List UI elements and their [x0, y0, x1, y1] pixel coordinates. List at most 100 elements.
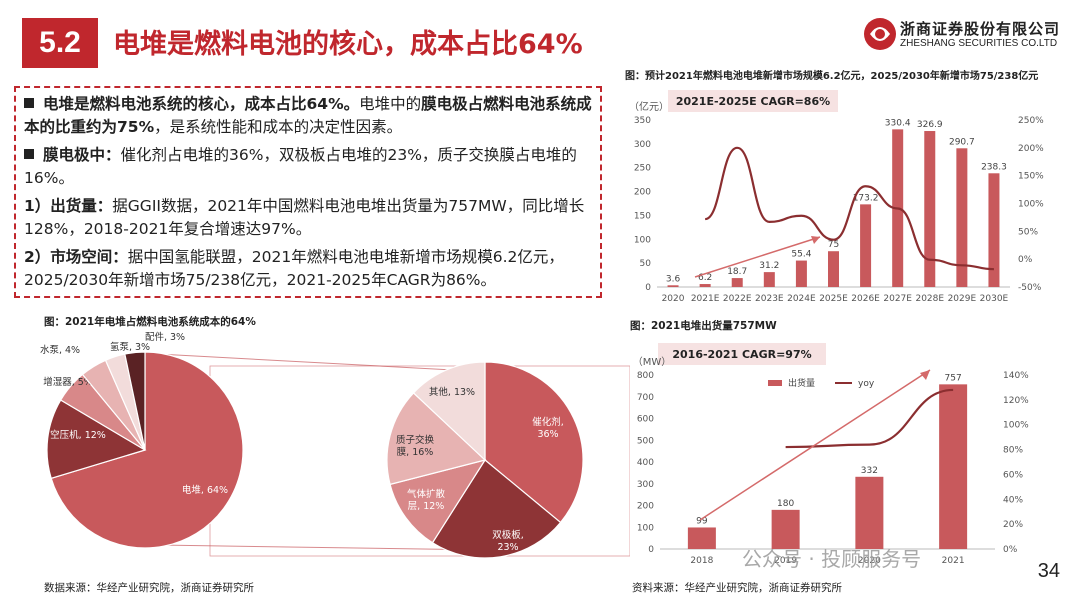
y-tick-label: 200 — [637, 502, 654, 512]
bullet-text-run: 2）市场空间： — [24, 248, 128, 266]
bar — [855, 476, 884, 549]
pie-slice-label: 双极板, — [492, 529, 524, 541]
y2-tick-label: 60% — [1003, 470, 1023, 480]
y-tick-label: 0 — [648, 545, 654, 555]
y2-tick-label: 50% — [1018, 227, 1038, 237]
y2-tick-label: 0% — [1018, 255, 1033, 265]
y-tick-label: 400 — [637, 458, 654, 468]
y-tick-label: 100 — [634, 235, 651, 245]
pie-chart-caption: 图：2021年电堆占燃料电池系统成本的64% — [44, 316, 256, 328]
pie-slice-label: 空压机, 12% — [50, 429, 106, 441]
bar-value-label: 99 — [696, 516, 708, 526]
pie-slice-label: 层, 12% — [408, 501, 445, 512]
pie-chart-source: 数据来源：华经产业研究院，浙商证券研究所 — [44, 582, 254, 594]
shipment-chart-caption: 图：2021电堆出货量757MW — [630, 320, 777, 332]
legend-label: 出货量 — [788, 377, 815, 389]
x-tick-label: 2026E — [851, 294, 880, 304]
bar-value-label: 326.9 — [917, 120, 943, 130]
y-tick-label: 150 — [634, 211, 651, 221]
bar — [988, 173, 1000, 287]
y-axis-title: （亿元） — [629, 100, 669, 113]
yoy-line — [704, 146, 994, 271]
bar-value-label: 31.2 — [759, 261, 779, 271]
x-tick-label: 2020 — [858, 556, 881, 566]
legend-bar-swatch — [768, 380, 782, 386]
slide-title: 电堆是燃料电池的核心，成本占比64% — [113, 29, 583, 60]
pie-slice — [389, 459, 487, 544]
y-tick-label: 100 — [637, 523, 654, 533]
pie-slice — [431, 459, 562, 559]
x-tick-label: 2022E — [723, 294, 752, 304]
y-tick-label: 50 — [640, 259, 652, 269]
trend-arrow — [699, 369, 931, 521]
bar-value-label: 3.6 — [666, 274, 681, 284]
y-tick-label: 600 — [637, 415, 654, 425]
trend-arrow-head-icon — [920, 370, 930, 380]
pie-slice — [46, 399, 147, 480]
bar-value-label: 6.2 — [698, 273, 712, 283]
wechat-watermark: 公众号 · 投顾服务号 — [742, 547, 922, 571]
y-tick-label: 300 — [634, 140, 651, 150]
pie-slice-label: 氢泵, 3% — [110, 341, 150, 353]
cost-pie-charts: 电堆, 64% 空压机, 12% 增湿器, 5% 水泵, 4% 氢泵, 3%配件, 3%… — [40, 331, 630, 559]
company-name-cn: 浙商证券股份有限公司 — [900, 20, 1061, 38]
bar — [956, 148, 968, 287]
y-tick-label: 300 — [637, 480, 654, 490]
pie-slice-label: 水泵, 4% — [40, 344, 80, 356]
x-tick-label: 2024E — [787, 294, 816, 304]
bullet-point: 2）市场空间：据中国氢能联盟，2021年燃料电池电堆新增市场规模6.2亿元，20… — [24, 246, 592, 292]
yoy-line — [785, 388, 954, 449]
y-tick-label: 800 — [637, 371, 654, 381]
bar-value-label: 290.7 — [949, 137, 975, 147]
bar — [828, 251, 839, 287]
y2-tick-label: 20% — [1003, 520, 1023, 530]
y2-tick-label: 140% — [1003, 371, 1029, 381]
y2-tick-label: 120% — [1003, 396, 1029, 406]
x-tick-label: 2025E — [819, 294, 848, 304]
trend-arrow-head-icon — [811, 236, 820, 244]
bullet-text-run: 1）出货量： — [24, 197, 113, 215]
x-tick-label: 2023E — [755, 294, 784, 304]
bar-value-label: 332 — [861, 466, 878, 476]
y-tick-label: 200 — [634, 188, 651, 198]
bar — [795, 260, 807, 287]
y-tick-label: 500 — [637, 436, 654, 446]
pie-slice-label: 其他, 13% — [429, 386, 475, 398]
y2-tick-label: 250% — [1018, 116, 1044, 126]
y2-tick-label: 100% — [1018, 200, 1044, 210]
bar — [860, 204, 872, 287]
pie-zoom-connector — [157, 353, 491, 551]
y2-tick-label: 200% — [1018, 144, 1044, 154]
cagr-box — [658, 343, 826, 365]
pie-slice-label: 膜, 16% — [397, 447, 434, 458]
pie-slice — [412, 361, 486, 462]
page-number: 34 — [1037, 560, 1060, 582]
company-name-en: ZHESHANG SECURITIES CO.LTD — [900, 38, 1058, 49]
pie-slice — [124, 351, 146, 451]
cagr-label: 2016-2021 CAGR=97% — [672, 348, 811, 361]
x-tick-label: 2030E — [980, 294, 1009, 304]
bar-value-label: 238.3 — [981, 162, 1007, 172]
market-size-chart: 2021E-2025E CAGR=86% （亿元） 0 50 100 150 200 250 3… — [629, 90, 1044, 304]
shipment-chart-source: 资料来源：华经产业研究院，浙商证券研究所 — [632, 582, 842, 594]
x-tick-label: 2021E — [691, 294, 720, 304]
bullet-text-run: 膜电极中： — [43, 146, 121, 164]
pie-slice-label: 质子交换 — [396, 434, 435, 446]
y2-tick-label: 0% — [1003, 545, 1018, 555]
pie-slice-label: 36% — [537, 429, 558, 440]
pie-slice — [484, 361, 584, 524]
bullet-text-run: 电堆中的 — [359, 95, 422, 113]
y2-tick-label: 80% — [1003, 446, 1023, 456]
x-tick-label: 2021 — [942, 556, 965, 566]
pie-slice — [50, 351, 244, 549]
cagr-label: 2021E-2025E CAGR=86% — [676, 95, 830, 108]
pie-slice — [386, 392, 487, 486]
pie-slice-label: 催化剂, — [532, 416, 564, 428]
bar-value-label: 55.4 — [791, 250, 811, 260]
bullet-text-run: ，是系统性能和成本的决定性因素。 — [154, 118, 403, 136]
bar-value-label: 173.2 — [853, 193, 879, 203]
bullet-text-run: 催化剂占电堆的36%，双极板占电堆的23%，质子交换膜占电堆的16%。 — [24, 146, 577, 187]
bar — [763, 272, 775, 287]
bullet-text-run: 膜电极占燃料电池系统成本的比重约为75% — [24, 95, 592, 136]
bullet-point: 1）出货量：据GGII数据，2021年中国燃料电池电堆出货量为757MW，同比增… — [24, 195, 592, 241]
